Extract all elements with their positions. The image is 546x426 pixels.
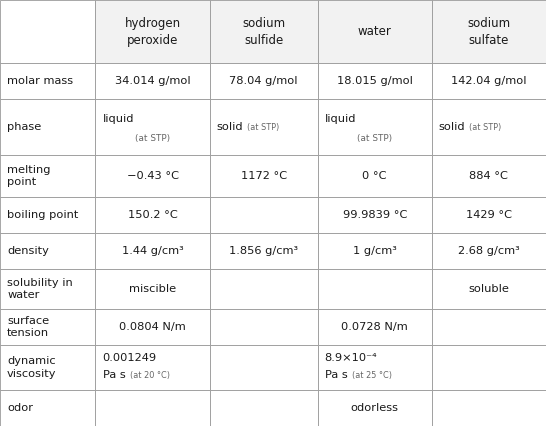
Text: dynamic
viscosity: dynamic viscosity [7,356,57,379]
Text: 1.856 g/cm³: 1.856 g/cm³ [229,246,298,256]
Bar [0,0,96,63]
Text: 8.9×10⁻⁴: 8.9×10⁻⁴ [325,353,377,363]
Text: 78.04 g/mol: 78.04 g/mol [229,76,298,86]
Bar [210,269,318,309]
Bar [318,155,432,197]
Bar [432,390,546,426]
Bar [432,197,546,233]
Bar [0,99,96,155]
Bar [0,309,96,345]
Text: 0 °C: 0 °C [363,171,387,181]
Text: (at STP): (at STP) [135,134,170,143]
Bar [432,63,546,99]
Text: soluble: soluble [468,284,509,294]
Text: 0.0804 N/m: 0.0804 N/m [119,322,186,332]
Bar [0,345,96,390]
Bar [318,0,432,63]
Text: 150.2 °C: 150.2 °C [128,210,177,220]
Text: 2.68 g/cm³: 2.68 g/cm³ [458,246,520,256]
Bar [0,63,96,99]
Bar [432,309,546,345]
Text: −0.43 °C: −0.43 °C [127,171,179,181]
Text: 1 g/cm³: 1 g/cm³ [353,246,396,256]
Bar [96,0,210,63]
Bar [210,309,318,345]
Bar [210,0,318,63]
Bar [96,345,210,390]
Bar [318,390,432,426]
Bar [318,197,432,233]
Bar [96,155,210,197]
Bar [0,197,96,233]
Bar [0,390,96,426]
Text: molar mass: molar mass [7,76,73,86]
Bar [210,390,318,426]
Bar [318,233,432,269]
Text: (at 20 °C): (at 20 °C) [130,371,170,380]
Bar [96,390,210,426]
Bar [96,197,210,233]
Text: 18.015 g/mol: 18.015 g/mol [337,76,413,86]
Bar [318,99,432,155]
Text: solubility in
water: solubility in water [7,278,73,300]
Bar [0,155,96,197]
Text: 142.04 g/mol: 142.04 g/mol [451,76,527,86]
Text: 99.9839 °C: 99.9839 °C [342,210,407,220]
Bar [318,63,432,99]
Bar [96,309,210,345]
Bar [432,0,546,63]
Bar [432,345,546,390]
Text: solid: solid [217,122,244,132]
Bar [210,345,318,390]
Text: sodium
sulfide: sodium sulfide [242,17,285,46]
Bar [318,309,432,345]
Bar [210,233,318,269]
Text: (at STP): (at STP) [357,134,392,143]
Text: 884 °C: 884 °C [470,171,508,181]
Text: surface
tension: surface tension [7,316,49,338]
Text: melting
point: melting point [7,165,51,187]
Bar [210,155,318,197]
Bar [210,197,318,233]
Text: 34.014 g/mol: 34.014 g/mol [115,76,191,86]
Text: water: water [358,25,391,38]
Text: (at STP): (at STP) [470,123,502,132]
Bar [0,233,96,269]
Text: hydrogen
peroxide: hydrogen peroxide [124,17,181,46]
Text: boiling point: boiling point [7,210,79,220]
Bar [318,345,432,390]
Text: sodium
sulfate: sodium sulfate [467,17,511,46]
Text: Pa s: Pa s [103,371,126,380]
Bar [96,233,210,269]
Text: (at 25 °C): (at 25 °C) [352,371,392,380]
Text: solid: solid [439,122,466,132]
Bar [210,63,318,99]
Bar [432,155,546,197]
Text: (at STP): (at STP) [247,123,280,132]
Text: 1172 °C: 1172 °C [241,171,287,181]
Text: miscible: miscible [129,284,176,294]
Bar [96,269,210,309]
Text: 0.001249: 0.001249 [103,353,157,363]
Bar [318,269,432,309]
Text: Pa s: Pa s [325,371,347,380]
Bar [432,233,546,269]
Bar [96,63,210,99]
Text: phase: phase [7,122,41,132]
Bar [0,269,96,309]
Text: density: density [7,246,49,256]
Bar [210,99,318,155]
Text: 0.0728 N/m: 0.0728 N/m [341,322,408,332]
Bar [96,99,210,155]
Text: odorless: odorless [351,403,399,413]
Bar [432,269,546,309]
Text: odor: odor [7,403,33,413]
Text: liquid: liquid [325,115,356,124]
Text: 1.44 g/cm³: 1.44 g/cm³ [122,246,183,256]
Text: liquid: liquid [103,115,134,124]
Text: 1429 °C: 1429 °C [466,210,512,220]
Bar [432,99,546,155]
